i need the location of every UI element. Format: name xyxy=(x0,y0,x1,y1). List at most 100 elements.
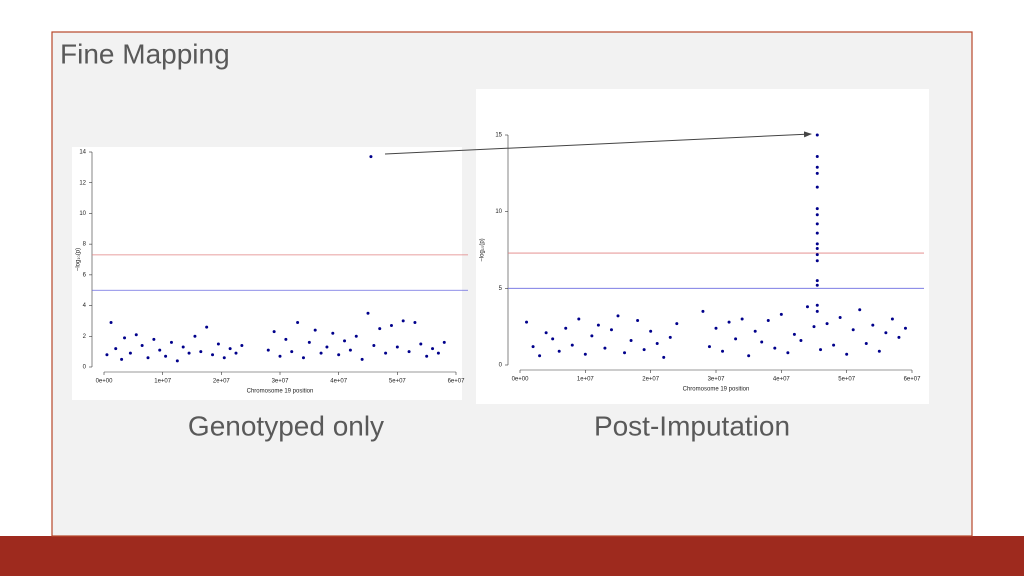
point xyxy=(216,342,220,346)
point xyxy=(590,334,594,338)
point xyxy=(413,320,417,324)
point xyxy=(401,319,405,323)
point xyxy=(337,353,341,357)
point xyxy=(714,326,718,330)
point xyxy=(662,355,666,359)
footer-band xyxy=(0,536,1024,576)
point xyxy=(753,329,757,333)
point xyxy=(668,335,672,339)
y-tick-label: 4 xyxy=(83,303,87,309)
point xyxy=(187,351,191,355)
point xyxy=(815,246,819,250)
point xyxy=(812,325,816,329)
point xyxy=(583,352,587,356)
point xyxy=(815,165,819,169)
point xyxy=(815,154,819,158)
y-tick-label: 12 xyxy=(79,180,86,186)
point xyxy=(766,319,770,323)
point xyxy=(773,346,777,350)
point xyxy=(721,349,725,353)
x-tick-label: 0e+00 xyxy=(512,377,530,383)
y-tick-label: 14 xyxy=(79,150,86,156)
point xyxy=(123,336,127,340)
point xyxy=(313,328,317,332)
point xyxy=(343,339,347,343)
y-tick-label: 8 xyxy=(83,242,87,248)
point xyxy=(348,348,352,352)
x-tick-label: 5e+07 xyxy=(389,379,407,385)
point xyxy=(779,312,783,316)
point xyxy=(877,349,881,353)
point xyxy=(128,351,132,355)
point xyxy=(278,354,282,358)
point xyxy=(786,351,790,355)
point xyxy=(551,337,555,341)
x-tick-label: 5e+07 xyxy=(838,377,856,383)
x-tick-label: 2e+07 xyxy=(213,379,231,385)
point xyxy=(858,308,862,312)
point xyxy=(425,354,429,358)
x-tick-label: 4e+07 xyxy=(330,379,348,385)
point xyxy=(871,323,875,327)
point xyxy=(832,343,836,347)
point xyxy=(319,351,323,355)
point xyxy=(301,356,305,360)
x-tick-label: 0e+00 xyxy=(96,379,114,385)
point xyxy=(815,213,819,217)
point xyxy=(815,303,819,307)
point xyxy=(884,331,888,335)
point xyxy=(436,351,440,355)
chart-caption: Genotyped only xyxy=(188,410,384,441)
point xyxy=(603,346,607,350)
point xyxy=(815,242,819,246)
point xyxy=(557,349,561,353)
point xyxy=(815,283,819,287)
chart-frame xyxy=(72,147,462,400)
point xyxy=(389,324,393,328)
y-tick-label: 0 xyxy=(83,365,87,371)
point xyxy=(152,337,156,341)
point xyxy=(164,354,168,358)
point xyxy=(431,347,435,351)
point xyxy=(234,351,238,355)
point xyxy=(616,314,620,318)
point xyxy=(307,340,311,344)
point xyxy=(727,320,731,324)
point xyxy=(707,345,711,349)
point xyxy=(290,350,294,354)
point xyxy=(740,317,744,321)
y-tick-label: 2 xyxy=(83,334,87,340)
point xyxy=(577,317,581,321)
point xyxy=(815,309,819,313)
chart-frame xyxy=(476,89,929,404)
x-tick-label: 3e+07 xyxy=(708,377,726,383)
x-tick-label: 6e+07 xyxy=(904,377,922,383)
point xyxy=(384,351,388,355)
point xyxy=(675,322,679,326)
x-tick-label: 1e+07 xyxy=(577,377,595,383)
point xyxy=(158,348,162,352)
x-axis-label: Chromosome 19 position xyxy=(683,387,750,393)
point xyxy=(815,133,819,137)
point xyxy=(354,334,358,338)
point xyxy=(199,350,203,354)
point xyxy=(701,309,705,313)
y-tick-label: 5 xyxy=(499,286,503,292)
point xyxy=(325,345,329,349)
point xyxy=(838,315,842,319)
x-axis-label: Chromosome 19 position xyxy=(247,389,314,395)
point xyxy=(228,347,232,351)
y-axis-label: −log₁₀(p) xyxy=(76,248,82,271)
y-tick-label: 10 xyxy=(79,211,86,217)
point xyxy=(747,354,751,358)
point xyxy=(815,231,819,235)
point xyxy=(240,344,244,347)
point xyxy=(134,333,138,337)
point xyxy=(864,342,868,346)
point xyxy=(372,344,376,347)
point xyxy=(272,330,276,334)
point xyxy=(442,340,446,344)
point xyxy=(825,322,829,326)
